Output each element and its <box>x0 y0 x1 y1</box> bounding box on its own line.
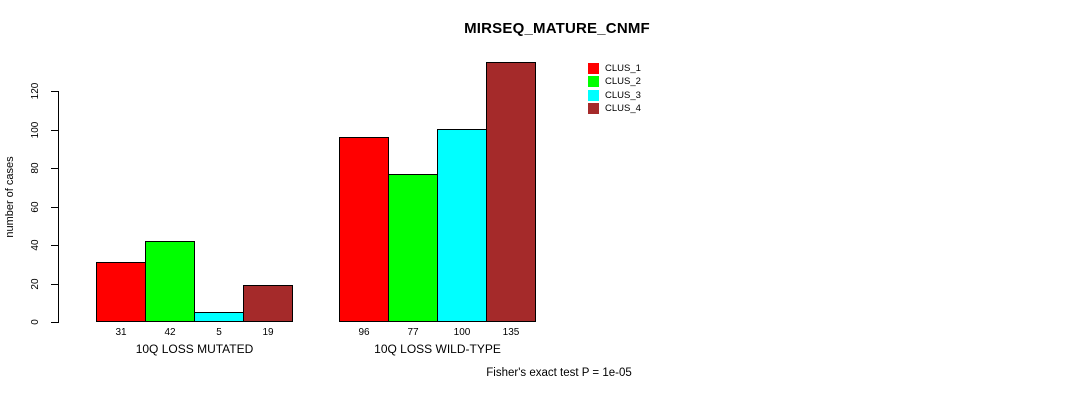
legend-swatch-clus_2 <box>588 76 599 87</box>
bar-clus_1-group2 <box>339 137 389 322</box>
legend-swatch-clus_1 <box>588 63 599 74</box>
group-label-2: 10Q LOSS WILD-TYPE <box>374 342 501 356</box>
bar-value-label: 135 <box>502 327 520 338</box>
bar-clus_2-group1 <box>145 241 195 322</box>
legend-swatch-clus_3 <box>588 90 599 101</box>
y-axis-line <box>58 91 59 323</box>
y-tick <box>51 322 58 323</box>
bar-value-label: 42 <box>164 327 176 338</box>
bar-value-label: 77 <box>407 327 419 338</box>
chart-title: MIRSEQ_MATURE_CNMF <box>464 20 650 37</box>
legend-label-clus_1: CLUS_1 <box>605 63 641 74</box>
y-tick <box>51 130 58 131</box>
bar-value-label: 100 <box>453 327 471 338</box>
bar-clus_4-group1 <box>243 285 293 322</box>
y-tick <box>51 245 58 246</box>
y-tick-label: 100 <box>30 121 41 139</box>
legend-label-clus_4: CLUS_4 <box>605 103 641 114</box>
bar-value-label: 31 <box>115 327 127 338</box>
bar-clus_4-group2 <box>486 62 536 322</box>
fisher-test-annotation: Fisher's exact test P = 1e-05 <box>486 367 632 379</box>
group-label-1: 10Q LOSS MUTATED <box>135 342 254 356</box>
bar-clus_1-group1 <box>96 262 146 322</box>
legend-swatch-clus_4 <box>588 103 599 114</box>
y-tick <box>51 168 58 169</box>
y-tick <box>51 207 58 208</box>
y-tick <box>51 284 58 285</box>
y-tick-label: 0 <box>30 319 41 325</box>
y-tick-label: 40 <box>30 239 41 251</box>
y-tick-label: 80 <box>30 162 41 174</box>
bar-value-label: 19 <box>262 327 274 338</box>
y-tick <box>51 91 58 92</box>
bar-value-label: 96 <box>358 327 370 338</box>
bar-value-label: 5 <box>216 327 222 338</box>
legend-label-clus_2: CLUS_2 <box>605 76 641 87</box>
legend-label-clus_3: CLUS_3 <box>605 90 641 101</box>
bar-clus_3-group2 <box>437 129 487 322</box>
bar-clus_2-group2 <box>388 174 438 322</box>
y-tick-label: 60 <box>30 201 41 213</box>
y-tick-label: 120 <box>30 82 41 100</box>
bar-clus_3-group1 <box>194 312 244 322</box>
y-tick-label: 20 <box>30 278 41 290</box>
